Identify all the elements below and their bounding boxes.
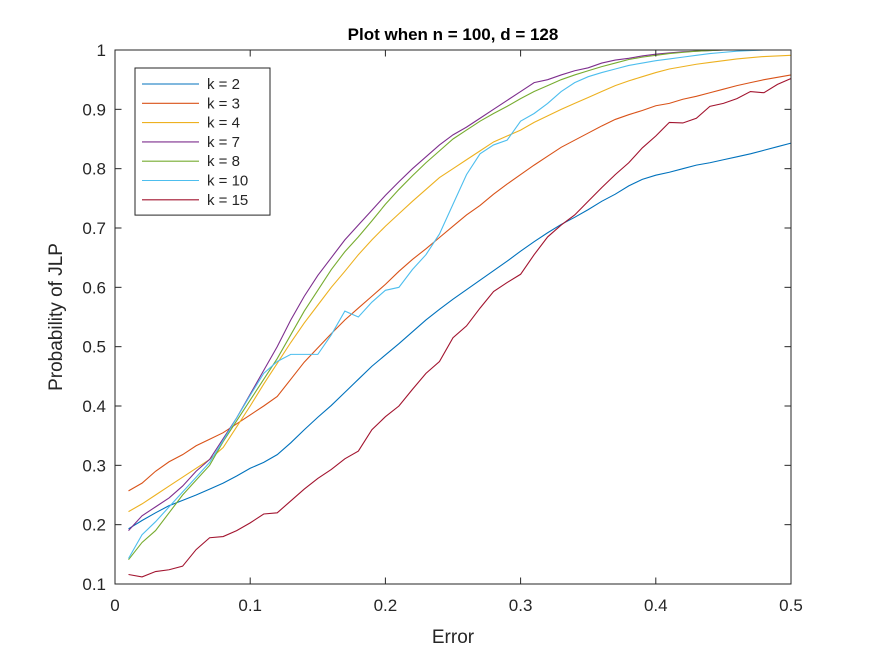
y-tick-label-8: 0.9 (82, 100, 106, 119)
axes-box (114, 49, 792, 585)
series-layer (128, 49, 792, 578)
legend-label-3: k = 7 (207, 134, 240, 151)
y-tick-label-3: 0.4 (82, 397, 106, 416)
series-line-5 (128, 49, 791, 559)
y-tick-label-1: 0.2 (82, 516, 106, 535)
chart-title: Plot when n = 100, d = 128 (348, 25, 559, 44)
legend-label-2: k = 4 (207, 115, 240, 132)
axes (114, 49, 792, 585)
x-tick-label-2: 0.2 (374, 596, 398, 615)
x-tick-label-5: 0.5 (779, 596, 803, 615)
y-tick-label-6: 0.7 (82, 219, 106, 238)
x-tick-label-1: 0.1 (238, 596, 262, 615)
x-tick-label-3: 0.3 (509, 596, 533, 615)
series-line-6 (128, 77, 792, 578)
y-tick-label-2: 0.3 (82, 456, 106, 475)
y-tick-label-5: 0.6 (82, 278, 106, 297)
series-line-0 (128, 142, 792, 530)
y-tick-label-7: 0.8 (82, 160, 106, 179)
y-tick-label-0: 0.1 (82, 575, 106, 594)
y-tick-label-9: 1 (97, 41, 106, 60)
legend-label-5: k = 10 (207, 173, 248, 190)
series-line-2 (128, 54, 792, 513)
legend: k = 2 k = 3 k = 4 k = 7 k = 8 k = 10 k = 15 (134, 67, 271, 216)
ticks: 0 0.1 0.2 0.3 0.4 0.50.10.20.30.40.50.60.70.8… (82, 41, 802, 615)
y-tick-label-4: 0.5 (82, 338, 106, 357)
legend-label-1: k = 3 (207, 95, 240, 112)
x-tick-label-4: 0.4 (644, 596, 668, 615)
legend-label-0: k = 2 (207, 76, 240, 93)
legend-label-6: k = 15 (207, 192, 248, 209)
legend-label-4: k = 8 (207, 153, 240, 170)
y-axis-label: Probability of JLP (46, 243, 67, 391)
x-axis-label: Error (432, 627, 475, 648)
series-line-4 (128, 49, 791, 561)
x-tick-label-0: 0 (110, 596, 119, 615)
